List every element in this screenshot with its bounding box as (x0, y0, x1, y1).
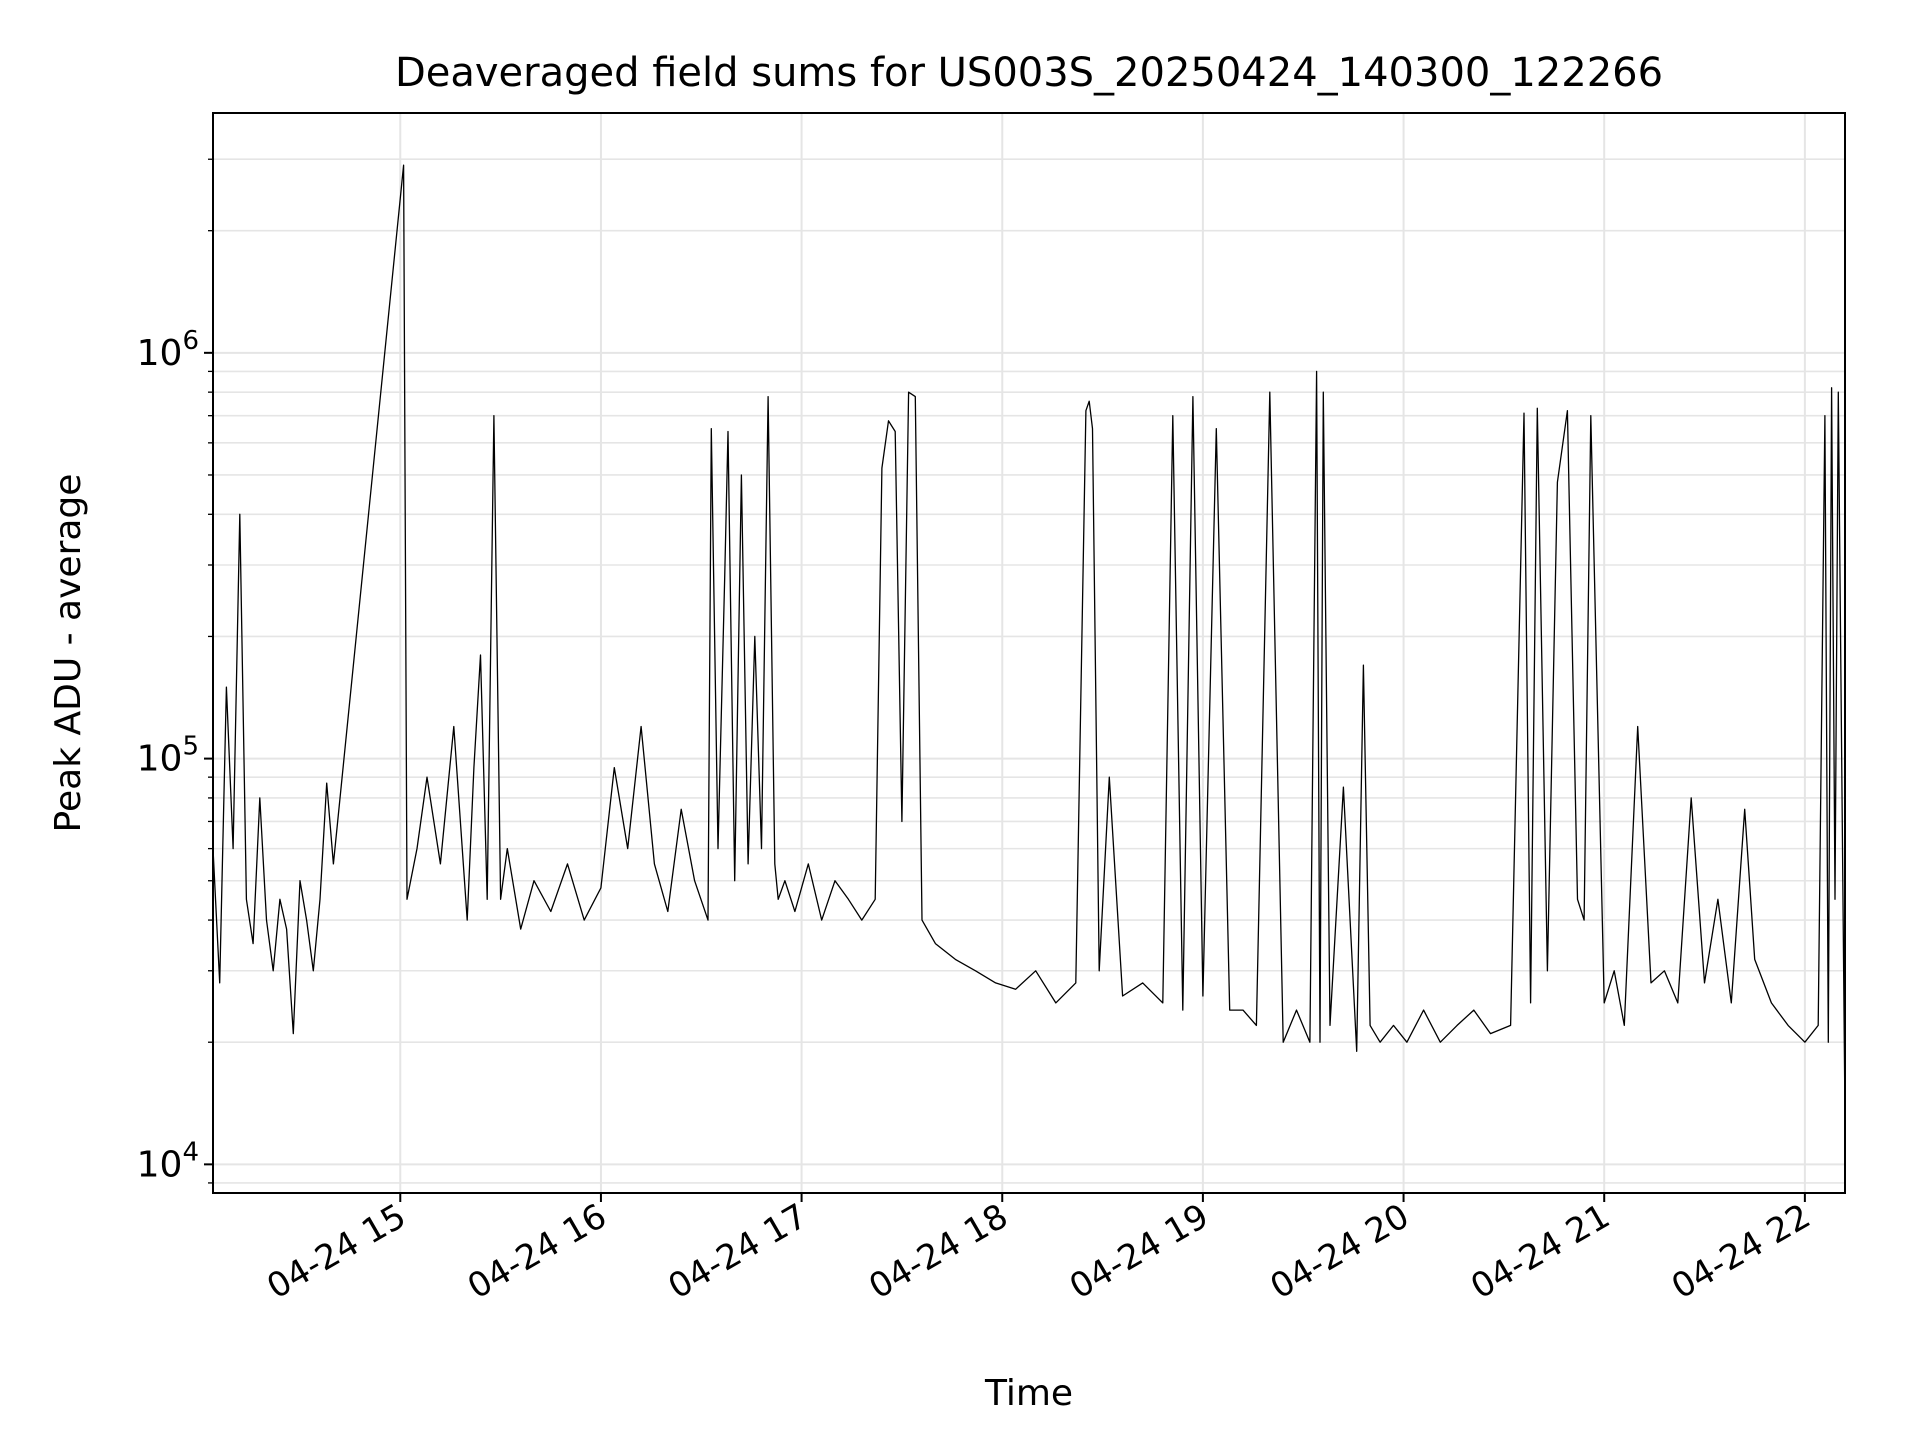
x-axis-label: Time (984, 1373, 1073, 1414)
y-tick-label: 104 (137, 1137, 199, 1185)
chart-title: Deaveraged field sums for US003S_2025042… (395, 50, 1663, 96)
y-tick-base: 10 (137, 1144, 183, 1185)
y-tick-label: 105 (137, 732, 199, 780)
y-tick-exponent: 6 (182, 326, 199, 356)
series-line (212, 164, 1846, 1119)
y-tick-base: 10 (137, 333, 183, 374)
y-tick-label: 106 (137, 326, 199, 374)
y-axis-label: Peak ADU - average (48, 474, 89, 833)
y-tick-base: 10 (137, 739, 183, 780)
plot-frame (212, 112, 1846, 1194)
y-tick-exponent: 5 (182, 732, 199, 762)
y-tick-exponent: 4 (182, 1137, 199, 1167)
